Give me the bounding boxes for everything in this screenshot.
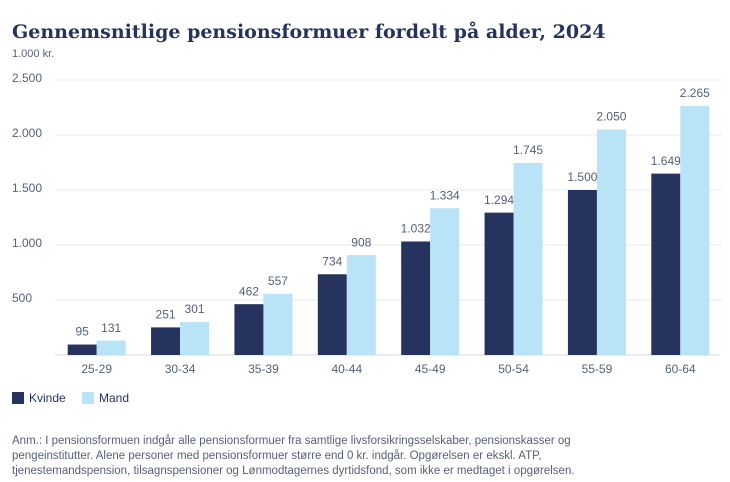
value-label: 462 (239, 284, 259, 298)
note: tjenestemandspension, tilsagnspensioner … (12, 465, 575, 477)
value-label: 131 (101, 321, 121, 335)
value-label: 251 (156, 308, 176, 322)
value-label: 2.265 (680, 86, 710, 100)
bar (317, 274, 347, 355)
bar (513, 163, 543, 355)
bar (596, 129, 626, 355)
bar (67, 344, 97, 355)
x-tick-label: 55-59 (582, 362, 613, 376)
value-label: 95 (76, 325, 90, 339)
y-tick-label: 2.500 (12, 71, 42, 85)
bar (180, 321, 210, 355)
legend-label: Kvinde (29, 391, 66, 405)
value-label: 1.032 (401, 222, 431, 236)
chart-title: Gennemsnitlige pensionsformuer fordelt p… (12, 20, 606, 43)
value-label: 1.745 (513, 143, 543, 157)
y-tick-label: 1.000 (12, 236, 42, 250)
value-label: 734 (322, 254, 342, 268)
legend-swatch (12, 392, 24, 404)
bar (680, 105, 710, 355)
legend-label: Mand (99, 391, 129, 405)
bar (651, 173, 681, 355)
x-tick-label: 30-34 (165, 362, 196, 376)
bar (234, 304, 264, 355)
bar (96, 340, 126, 355)
bar (346, 255, 376, 355)
bar (401, 241, 431, 355)
x-tick-label: 40-44 (331, 362, 362, 376)
y-tick-label: 2.000 (12, 126, 42, 140)
value-label: 2.050 (596, 110, 626, 124)
bar (430, 208, 460, 355)
note: pengeinstitutter. Alene personer med pen… (12, 450, 542, 462)
bar (263, 293, 293, 355)
value-label: 908 (351, 235, 371, 249)
x-tick-label: 50-54 (498, 362, 529, 376)
x-tick-label: 45-49 (415, 362, 446, 376)
x-tick-label: 35-39 (248, 362, 279, 376)
x-tick-label: 25-29 (81, 362, 112, 376)
bar (567, 190, 597, 355)
x-tick-label: 60-64 (665, 362, 696, 376)
y-axis-label: 1.000 kr. (12, 48, 54, 60)
value-label: 1.500 (567, 170, 597, 184)
value-label: 301 (185, 302, 205, 316)
value-label: 1.294 (484, 193, 514, 207)
value-label: 557 (268, 274, 288, 288)
bar (484, 212, 514, 355)
legend-swatch (82, 392, 94, 404)
bar (151, 327, 181, 355)
value-label: 1.649 (651, 154, 681, 168)
y-tick-label: 500 (12, 291, 32, 305)
y-tick-label: 1.500 (12, 181, 42, 195)
value-label: 1.334 (430, 188, 460, 202)
note: Anm.: I pensionsformuen indgår alle pens… (12, 435, 571, 447)
